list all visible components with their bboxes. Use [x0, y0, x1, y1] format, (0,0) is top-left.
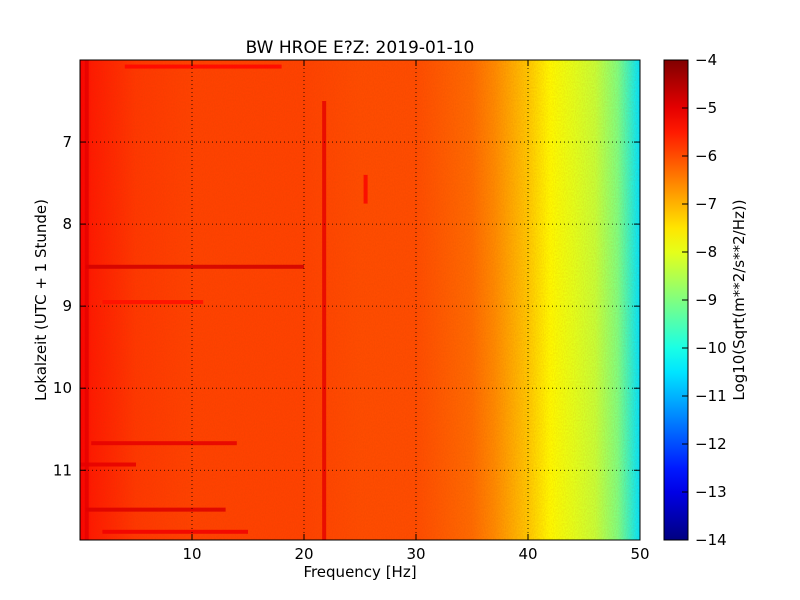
- colorbar-tick-label: −5: [695, 99, 717, 117]
- vertical-noise-line: [363, 174, 368, 204]
- x-tick-label: 20: [294, 545, 313, 563]
- chart-title: BW HROE E?Z: 2019-01-10: [246, 38, 475, 58]
- colorbar-tick-label: −9: [695, 291, 717, 309]
- colorbar-tick-label: −12: [695, 435, 727, 453]
- horizontal-noise-band: [102, 529, 249, 534]
- y-axis: 7 8 9 10 11: [53, 133, 640, 479]
- vertical-noise-line: [84, 60, 89, 540]
- horizontal-noise-band: [85, 264, 304, 269]
- colorbar-tick-label: −11: [695, 387, 727, 405]
- colorbar-tick-label: −8: [695, 243, 717, 261]
- colorbar-tick-label: −6: [695, 147, 717, 165]
- horizontal-noise-band: [80, 462, 136, 467]
- horizontal-noise-band: [102, 300, 204, 305]
- colorbar-label: Log10(Sqrt(m**2/s**2/Hz)): [730, 199, 748, 400]
- y-tick-label: 11: [53, 461, 72, 479]
- vertical-noise-line: [322, 101, 327, 540]
- x-tick-label: 30: [406, 545, 425, 563]
- x-axis: 10 20 30 40 50: [182, 60, 650, 563]
- plot-frame: [79, 59, 641, 541]
- colorbar-tick-label: −10: [695, 339, 727, 357]
- heatmap-features: [80, 60, 368, 540]
- colorbar-ticks: −4 −5 −6 −7 −8 −9 −10 −11 −12 −13 −14: [682, 51, 727, 549]
- x-axis-label: Frequency [Hz]: [303, 563, 416, 581]
- colorbar-tick-label: −4: [695, 51, 717, 69]
- y-tick-label: 8: [62, 215, 72, 233]
- horizontal-noise-band: [124, 64, 282, 69]
- colorbar-tick-label: −14: [695, 531, 727, 549]
- horizontal-noise-band: [85, 507, 226, 512]
- horizontal-noise-band: [91, 441, 237, 446]
- colorbar: −4 −5 −6 −7 −8 −9 −10 −11 −12 −13 −14 Log10(Sqrt(m…: [663, 51, 748, 549]
- x-tick-label: 10: [182, 545, 201, 563]
- colorbar-tick-label: −7: [695, 195, 717, 213]
- x-tick-label: 40: [518, 545, 537, 563]
- y-tick-label: 9: [62, 297, 72, 315]
- heatmap-texture: [80, 60, 640, 540]
- grid-lines: [80, 60, 640, 540]
- x-tick-label: 50: [630, 545, 649, 563]
- y-axis-label: Lokalzeit (UTC + 1 Stunde): [32, 199, 50, 401]
- colorbar-tick-label: −13: [695, 483, 727, 501]
- plot-area: [80, 60, 640, 540]
- y-tick-label: 7: [62, 133, 72, 151]
- y-tick-label: 10: [53, 379, 72, 397]
